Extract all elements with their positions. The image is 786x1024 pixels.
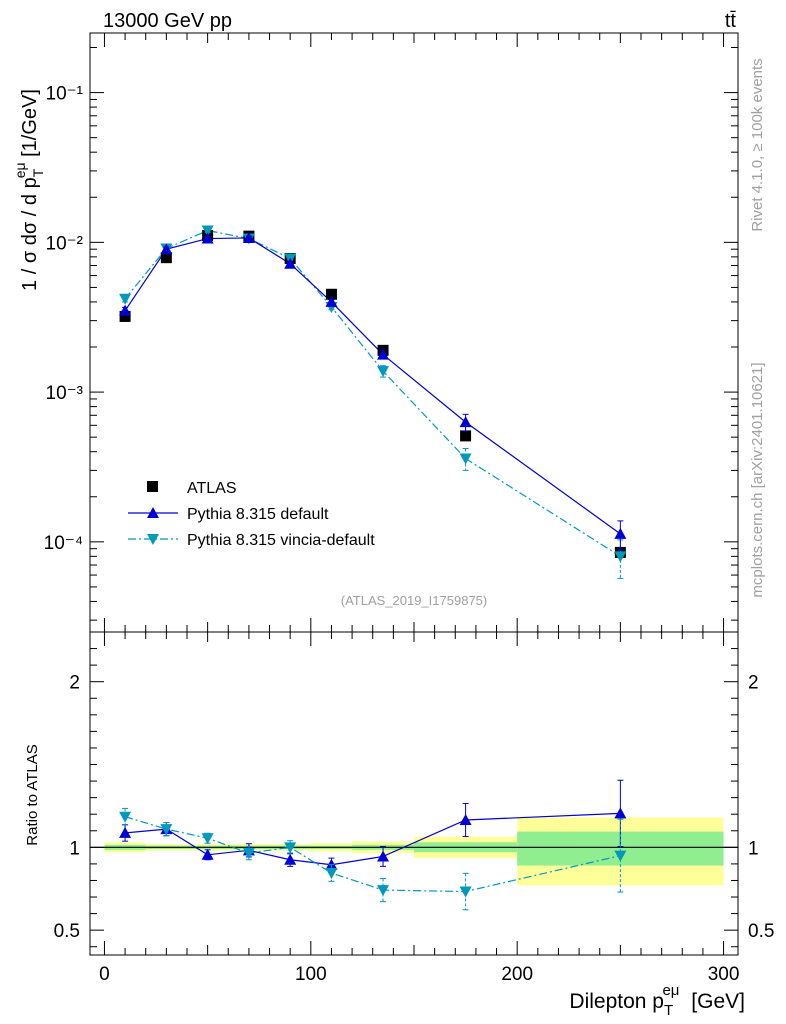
legend-entry-vincia-default: Pythia 8.315 vincia-default	[128, 532, 375, 549]
legend-marker-pythia-default	[147, 507, 159, 518]
main-data-series	[119, 225, 627, 579]
main-point-atlas	[160, 252, 172, 264]
main-point-pythia-8-315-default	[377, 348, 390, 360]
main-point-pythia-8-315-default	[242, 231, 255, 243]
main-point-pythia-8-315-default	[614, 527, 627, 539]
main-point-pythia-8-315-vincia-default	[614, 551, 627, 563]
ratio-point-pythia-8-315-default	[377, 850, 390, 862]
legend-label-vincia-default: Pythia 8.315 vincia-default	[187, 532, 375, 549]
legend-entry-pythia-default: Pythia 8.315 default	[128, 506, 329, 523]
ratio-point-pythia-8-315-vincia-default	[614, 850, 627, 862]
main-axis-ticks: 10⁻⁴ 10⁻³ 10⁻² 10⁻¹	[44, 33, 738, 632]
energy-label: 13000 GeV pp	[103, 10, 232, 32]
svg-text:Dilepton pTeμ [GeV]: Dilepton pTeμ [GeV]	[569, 982, 745, 1019]
ratio-point-pythia-8-315-default	[459, 814, 472, 826]
main-point-pythia-8-315-default	[160, 243, 173, 255]
ratio-point-pythia-8-315-vincia-default	[160, 824, 173, 836]
main-ytick-label: 10⁻⁴	[44, 533, 83, 554]
xtick-label: 100	[295, 964, 327, 985]
ratio-point-pythia-8-315-vincia-default	[377, 885, 390, 897]
ratio-ytick-label-left: 1	[69, 838, 80, 859]
ratio-ytick-label-right: 1	[748, 838, 759, 859]
ratio-uncertainty-bands	[90, 817, 738, 886]
ratio-ytick-label-right: 0.5	[748, 921, 774, 942]
main-point-pythia-8-315-vincia-default	[377, 366, 390, 378]
ratio-data-series	[119, 779, 627, 911]
main-point-pythia-8-315-vincia-default	[119, 293, 132, 305]
main-point-pythia-8-315-vincia-default	[201, 225, 214, 237]
rivet-version-label: Rivet 4.1.0, ≥ 100k events	[749, 58, 766, 231]
ratio-y-axis-label: Ratio to ATLAS	[24, 744, 41, 845]
ratio-frame	[89, 631, 739, 956]
x-axis-label: Dilepton pTeμ [GeV]	[569, 982, 745, 1019]
ratio-ytick-label-right: 2	[748, 673, 759, 694]
main-point-atlas	[325, 288, 337, 300]
xtick-label: 300	[708, 964, 740, 985]
main-y-axis-label: 1 / σ dσ / d pTeμ [1/GeV]	[12, 89, 46, 291]
ratio-point-pythia-8-315-vincia-default	[201, 833, 214, 845]
main-ytick-label: 10⁻³	[46, 383, 84, 404]
ratio-point-pythia-8-315-vincia-default	[459, 886, 472, 898]
main-ytick-label: 10⁻¹	[46, 84, 84, 105]
mcplots-label: mcplots.cern.ch [arXiv:2401.10621]	[749, 362, 766, 597]
ratio-point-pythia-8-315-default	[201, 848, 214, 860]
main-point-atlas	[119, 310, 131, 322]
legend-label-pythia-default: Pythia 8.315 default	[187, 506, 329, 523]
legend-marker-atlas	[147, 481, 158, 492]
main-point-pythia-8-315-default	[201, 232, 214, 244]
legend-label-atlas: ATLAS	[187, 480, 237, 497]
ratio-axis-ticks: 0.5 0.5 1 1 2 2 0 100 200 300	[54, 632, 774, 985]
xtick-label: 0	[99, 964, 110, 985]
ratio-point-pythia-8-315-default	[119, 826, 132, 838]
main-point-pythia-8-315-default	[325, 295, 338, 307]
ratio-ytick-label-left: 0.5	[54, 921, 80, 942]
analysis-tag: (ATLAS_2019_I1759875)	[341, 593, 487, 608]
legend: ATLAS Pythia 8.315 default Pythia 8.315 …	[128, 480, 375, 549]
ratio-point-pythia-8-315-vincia-default	[119, 811, 132, 823]
legend-entry-atlas: ATLAS	[147, 480, 237, 497]
ratio-point-pythia-8-315-vincia-default	[325, 868, 338, 880]
svg-text:1 / σ dσ / d pTeμ [1/GeV]: 1 / σ dσ / d pTeμ [1/GeV]	[12, 89, 46, 291]
process-label: tt̄	[725, 10, 737, 32]
main-point-pythia-8-315-vincia-default	[459, 453, 472, 465]
legend-marker-vincia-default	[147, 534, 159, 545]
ratio-point-pythia-8-315-default	[284, 853, 297, 865]
ratio-point-pythia-8-315-vincia-default	[284, 842, 297, 854]
ratio-point-pythia-8-315-default	[614, 807, 627, 819]
ratio-ytick-label-left: 2	[69, 673, 80, 694]
xtick-label: 200	[501, 964, 533, 985]
main-point-pythia-8-315-default	[284, 257, 297, 269]
main-point-pythia-8-315-default	[119, 304, 132, 316]
ratio-point-pythia-8-315-vincia-default	[242, 848, 255, 860]
main-ytick-label: 10⁻²	[46, 233, 84, 254]
main-point-atlas	[460, 430, 472, 442]
main-point-pythia-8-315-default	[459, 416, 472, 428]
